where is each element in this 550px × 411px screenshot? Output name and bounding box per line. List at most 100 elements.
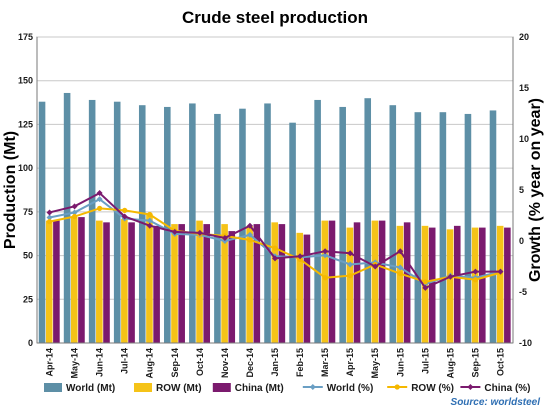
bar-world [314,99,321,343]
bar-china [278,224,286,343]
bar-row [321,220,329,343]
bar-world [289,122,296,344]
x-tick-label: Nov-14 [220,348,230,378]
bar-china [403,222,411,343]
point-china-pct [146,222,153,229]
point-china-pct [46,209,53,216]
bar-china [253,224,261,343]
bar-row [246,225,253,343]
x-tick-label: Jun-15 [395,348,405,377]
bar-world [239,108,246,343]
x-tick-label: Apr-15 [345,348,355,377]
x-tick-label: May-14 [70,348,80,379]
legend-swatch-row [134,383,152,392]
bar-row [346,227,354,343]
x-tick-label: Jun-14 [95,348,105,377]
legend-swatch-world [44,383,62,392]
point-china-pct [347,250,354,257]
bar-world [414,112,422,343]
x-tick-label: Jul-14 [120,348,130,374]
point-row-pct [97,205,103,211]
point-china-pct [246,222,253,229]
y2-tick-label: 10 [519,134,529,144]
bar-world [339,106,346,343]
y-tick-label: 150 [18,76,33,86]
legend-marker [309,384,316,390]
x-tick-label: Oct-15 [495,348,505,376]
x-tick-label: May-15 [370,348,380,379]
point-row-pct [422,279,428,285]
y-tick-label: 25 [23,294,33,304]
bar-row [45,220,53,343]
point-china-pct [96,190,103,197]
source-note: Source: worldsteel [451,397,541,408]
y-tick-label: 100 [18,163,33,173]
point-world-pct [322,252,329,259]
point-china-pct [322,248,329,255]
point-world-pct [397,264,404,271]
legend-marker [394,384,400,390]
point-row-pct [472,277,479,283]
point-row-pct [397,271,403,277]
bar-row [70,217,78,343]
legend-label: China (%) [484,383,530,394]
point-china-pct [196,229,203,236]
bar-world [264,103,271,344]
legend-label: ROW (%) [411,383,454,394]
x-tick-label: Sep-15 [470,348,480,378]
point-world-pct [146,217,153,224]
bar-row [471,227,479,343]
point-row-pct [272,245,278,251]
y-tick-label: 175 [18,32,33,42]
y2-tick-label: -5 [519,287,527,297]
bar-row [121,218,128,343]
bar-china [178,224,185,343]
y-tick-label: 50 [23,251,33,261]
legend-swatch-china [212,383,231,392]
bar-row [446,229,454,343]
y2-tick-label: 5 [519,185,524,195]
legend-label: World (Mt) [66,383,115,394]
x-tick-label: Apr-14 [45,348,55,377]
bar-china [479,227,486,343]
bar-china [128,222,135,343]
point-world-pct [71,209,78,216]
legend-label: China (Mt) [235,383,284,394]
bar-china [453,225,461,343]
bar-world [138,105,146,344]
bar-world [364,98,372,343]
y2-tick-label: -10 [519,338,532,348]
bar-row [96,220,103,343]
x-tick-label: Aug-14 [145,348,155,379]
point-china-pct [121,213,128,220]
bar-china [504,227,511,343]
x-tick-label: Jul-15 [420,348,430,374]
bar-world [88,99,96,343]
point-china-pct [497,268,504,275]
y2-axis-title: Growth (% year on year) [527,98,544,282]
x-tick-label: Oct-14 [195,348,205,376]
bar-china [378,220,386,343]
bar-china [53,220,60,343]
point-world-pct [221,238,228,244]
bar-china [78,217,85,343]
bar-row [296,232,304,343]
bar-world [389,105,397,344]
bar-row [221,224,228,343]
point-china-pct [372,263,379,270]
bar-row [271,222,278,343]
y2-tick-label: 15 [519,83,529,93]
bar-china [103,222,110,343]
point-china-pct [472,268,479,275]
bar-china [303,234,311,343]
bar-china [328,220,336,343]
bar-row [146,213,153,343]
bar-china [203,224,211,343]
point-row-pct [46,219,53,225]
bar-world [38,101,46,343]
point-world-pct [347,261,354,268]
bar-china [228,231,236,343]
y2-tick-label: 0 [519,236,524,246]
bar-row [171,224,178,343]
